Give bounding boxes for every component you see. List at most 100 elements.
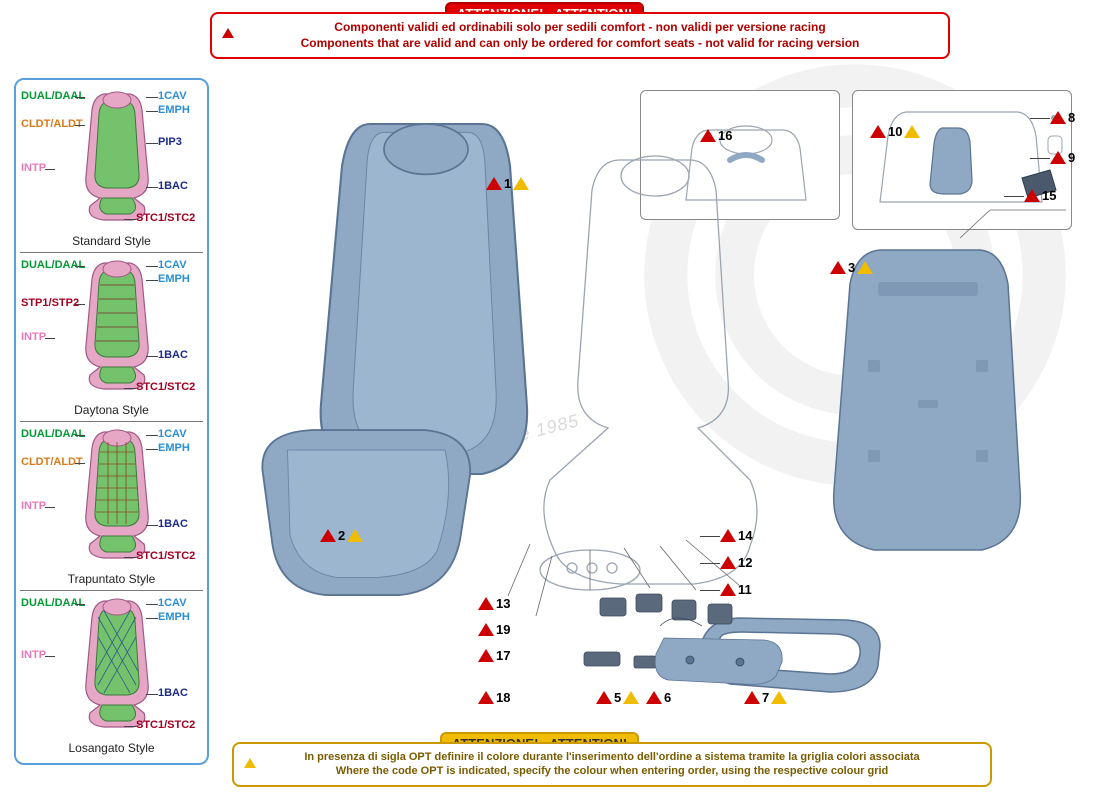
seat-mini-icon — [82, 90, 152, 222]
callout-number: 9 — [1068, 150, 1075, 165]
leader-line — [45, 169, 55, 170]
callout-number: 17 — [496, 648, 510, 663]
style-code-label: 1BAC — [158, 687, 188, 699]
callout-number: 19 — [496, 622, 510, 637]
leader-line — [124, 219, 136, 220]
leader-line — [146, 97, 158, 98]
callout: 15 — [1024, 188, 1056, 203]
style-block: DUAL/DAAL 1CAV EMPH CLDT/ALDT PIP3 INTP 1BAC ST… — [18, 84, 205, 252]
leader-line — [146, 694, 158, 695]
callout: 14 — [720, 528, 752, 543]
style-code-label: STC1/STC2 — [136, 212, 195, 224]
callout-number: 7 — [762, 690, 769, 705]
callout-number: 1 — [504, 176, 511, 191]
style-code-label: INTP — [21, 162, 46, 174]
style-code-label: DUAL/DAAL — [21, 90, 85, 102]
leader-line — [75, 304, 85, 305]
style-code-label: PIP3 — [158, 136, 182, 148]
leader-line — [146, 435, 158, 436]
callout-number: 16 — [718, 128, 732, 143]
style-block: DUAL/DAAL1CAVEMPHSTP1/STP2INTP1BACSTC1/S… — [18, 253, 205, 421]
leader-line — [146, 449, 158, 450]
callout-number: 2 — [338, 528, 345, 543]
style-code-label: 1CAV — [158, 90, 187, 102]
callout: 19 — [478, 622, 510, 637]
style-code-label: INTP — [21, 649, 46, 661]
style-code-label: INTP — [21, 500, 46, 512]
callout: 11 — [720, 582, 752, 597]
style-code-label: DUAL/DAAL — [21, 428, 85, 440]
callout: 9 — [1050, 150, 1075, 165]
style-code-label: EMPH — [158, 611, 190, 623]
leader-line — [124, 557, 136, 558]
style-code-label: STP1/STP2 — [21, 297, 79, 309]
leader-line — [75, 435, 85, 436]
style-code-label: CLDT/ALDT — [21, 118, 83, 130]
seat-mini-icon — [82, 597, 152, 729]
leader-line — [124, 388, 136, 389]
callout: 6 — [646, 690, 671, 705]
callout: 17 — [478, 648, 510, 663]
callout-number: 12 — [738, 555, 752, 570]
callout: 2 — [320, 528, 363, 543]
leader-line — [146, 187, 158, 188]
callout-number: 11 — [738, 582, 752, 597]
attention-bottom-line2: Where the code OPT is indicated, specify… — [248, 764, 976, 778]
callout: 7 — [744, 690, 787, 705]
callout: 5 — [596, 690, 639, 705]
leader-line — [124, 726, 136, 727]
style-code-label: EMPH — [158, 442, 190, 454]
callout-number: 6 — [664, 690, 671, 705]
style-code-label: 1BAC — [158, 518, 188, 530]
style-code-label: 1CAV — [158, 597, 187, 609]
style-code-label: 1CAV — [158, 259, 187, 271]
callout-number: 8 — [1068, 110, 1075, 125]
callout-number: 5 — [614, 690, 621, 705]
style-code-label: 1BAC — [158, 180, 188, 192]
leader-line — [146, 266, 158, 267]
callout-number: 18 — [496, 690, 510, 705]
callout: 13 — [478, 596, 510, 611]
callout: 18 — [478, 690, 510, 705]
style-code-label: STC1/STC2 — [136, 381, 195, 393]
style-code-label: CLDT/ALDT — [21, 456, 83, 468]
style-title: Losangato Style — [18, 741, 205, 755]
callout-number: 14 — [738, 528, 752, 543]
style-block: DUAL/DAAL 1CAV EMPH INTP 1BAC STC1/STC2 Losang… — [18, 591, 205, 759]
leader-line — [146, 618, 158, 619]
leader-line — [75, 604, 85, 605]
leader-line — [45, 507, 55, 508]
attention-top-line1: Componenti validi ed ordinabili solo per… — [226, 20, 934, 36]
attention-top-box: Componenti validi ed ordinabili solo per… — [210, 12, 950, 59]
callout-number: 3 — [848, 260, 855, 275]
styles-panel: DUAL/DAAL 1CAV EMPH CLDT/ALDT PIP3 INTP 1BAC ST… — [14, 78, 209, 765]
leader-line — [75, 266, 85, 267]
style-code-label: INTP — [21, 331, 46, 343]
style-code-label: EMPH — [158, 273, 190, 285]
callout: 1 — [486, 176, 529, 191]
style-code-label: EMPH — [158, 104, 190, 116]
style-code-label: DUAL/DAAL — [21, 597, 85, 609]
leader-line — [45, 338, 55, 339]
leader-line — [75, 463, 85, 464]
style-code-label: STC1/STC2 — [136, 550, 195, 562]
style-title: Daytona Style — [18, 403, 205, 417]
attention-top-line2: Components that are valid and can only b… — [226, 36, 934, 52]
leader-line — [146, 604, 158, 605]
parts-diagram — [220, 70, 1090, 750]
style-code-label: DUAL/DAAL — [21, 259, 85, 271]
leader-line — [75, 97, 85, 98]
callout-number: 10 — [888, 124, 902, 139]
leader-line — [146, 525, 158, 526]
leader-line — [75, 125, 85, 126]
callout: 12 — [720, 555, 752, 570]
leader-line — [146, 143, 158, 144]
style-title: Standard Style — [18, 234, 205, 248]
style-code-label: STC1/STC2 — [136, 719, 195, 731]
leader-line — [45, 656, 55, 657]
leader-line — [146, 356, 158, 357]
callout: 10 — [870, 124, 920, 139]
seat-mini-icon — [82, 259, 152, 391]
style-code-label: 1CAV — [158, 428, 187, 440]
callout: 16 — [700, 128, 732, 143]
